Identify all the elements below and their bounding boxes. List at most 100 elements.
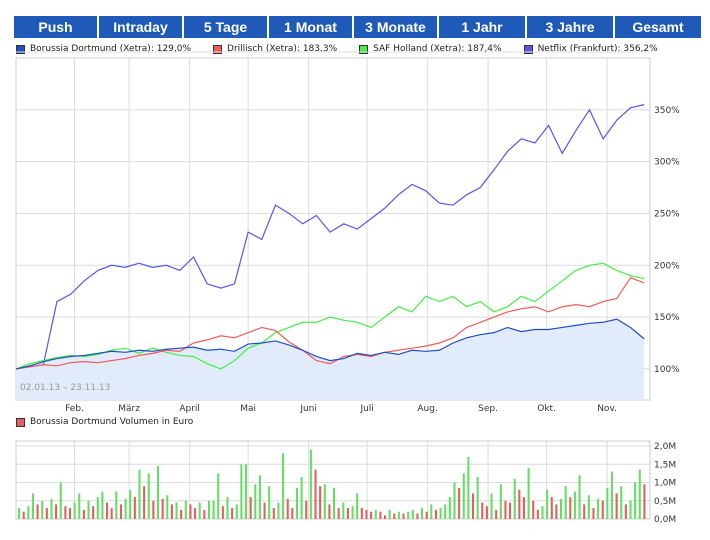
legend-swatch bbox=[523, 44, 533, 54]
volume-bar bbox=[254, 484, 257, 519]
volume-bar bbox=[240, 464, 243, 519]
volume-bar bbox=[156, 466, 160, 519]
volume-bar bbox=[101, 491, 104, 519]
volume-bar bbox=[300, 477, 303, 519]
volume-bar bbox=[263, 502, 266, 519]
series-line bbox=[15, 276, 645, 370]
area-borussia bbox=[16, 319, 645, 400]
volume-bar bbox=[226, 497, 229, 519]
y-tick-label: 350% bbox=[654, 106, 680, 116]
volume-bar bbox=[527, 467, 530, 519]
volume-bar bbox=[323, 484, 326, 519]
legend-swatch bbox=[213, 44, 223, 54]
x-tick-label: Aug. bbox=[417, 404, 437, 414]
volume-bar bbox=[194, 508, 197, 519]
volume-bar bbox=[152, 500, 155, 519]
volume-bar bbox=[244, 464, 248, 519]
volume-bar bbox=[231, 508, 234, 519]
legend-label: Drillisch (Xetra): 183,3% bbox=[227, 44, 338, 54]
volume-bar bbox=[73, 502, 76, 519]
tab-push[interactable]: Push bbox=[14, 16, 97, 38]
volume-bar bbox=[592, 508, 595, 519]
volume-bar bbox=[439, 508, 442, 519]
volume-bar bbox=[421, 508, 424, 519]
volume-bar bbox=[620, 486, 623, 519]
volume-bar bbox=[444, 504, 447, 519]
volume-bar bbox=[448, 497, 451, 519]
volume-y-tick-label: 0,0M bbox=[654, 515, 676, 525]
volume-bar bbox=[573, 491, 576, 519]
volume-bar bbox=[184, 500, 187, 519]
volume-bar bbox=[434, 509, 437, 519]
volume-bar bbox=[92, 506, 95, 519]
volume-bar bbox=[624, 504, 627, 519]
series-line bbox=[15, 262, 645, 370]
volume-bar bbox=[309, 449, 312, 519]
volume-bar bbox=[319, 486, 322, 519]
y-tick-label: 250% bbox=[654, 209, 680, 219]
volume-bar bbox=[388, 509, 391, 519]
volume-bar bbox=[78, 493, 81, 519]
volume-bar bbox=[212, 500, 215, 519]
volume-bar bbox=[518, 489, 521, 519]
volume-bar bbox=[87, 500, 90, 519]
legend-item[interactable]: Borussia Dortmund (Xetra): 129,0% bbox=[16, 44, 191, 54]
volume-bar bbox=[453, 482, 456, 519]
volume-bar bbox=[115, 491, 118, 519]
volume-bar bbox=[68, 508, 72, 519]
volume-bar bbox=[82, 509, 85, 519]
volume-bar bbox=[458, 487, 461, 519]
series-line bbox=[15, 318, 645, 370]
tab-1-monat[interactable]: 1 Monat bbox=[269, 16, 352, 38]
volume-bar bbox=[22, 511, 25, 519]
volume-bar bbox=[138, 469, 141, 519]
volume-bar bbox=[513, 478, 516, 519]
volume-bar bbox=[282, 453, 285, 519]
volume-bar bbox=[166, 495, 169, 519]
volume-y-tick-label: 0,5M bbox=[654, 497, 676, 507]
volume-bar bbox=[147, 473, 150, 519]
tab-1-jahr[interactable]: 1 Jahr bbox=[439, 16, 525, 38]
range-tabs: Push Intraday 5 Tage 1 Monat 3 Monate 1 Jahr 3… bbox=[14, 16, 701, 38]
legend-item[interactable]: Netflix (Frankfurt): 356,2% bbox=[523, 44, 658, 54]
volume-bar bbox=[45, 508, 48, 519]
tab-3-monate[interactable]: 3 Monate bbox=[354, 16, 437, 38]
tab-gesamt[interactable]: Gesamt bbox=[615, 16, 701, 38]
volume-bar bbox=[555, 504, 558, 519]
volume-bar bbox=[522, 497, 526, 519]
volume-bar bbox=[217, 473, 220, 519]
volume-y-tick-label: 1,5M bbox=[654, 460, 676, 470]
volume-bar bbox=[106, 502, 109, 519]
volume-bar bbox=[207, 500, 211, 519]
legend-item[interactable]: SAF Holland (Xetra): 187,4% bbox=[359, 44, 502, 54]
volume-bar bbox=[597, 498, 600, 519]
volume-bar bbox=[314, 469, 317, 519]
volume-bar bbox=[36, 504, 39, 519]
volume-bar bbox=[467, 456, 470, 519]
x-tick-label: Feb. bbox=[65, 404, 84, 414]
tab-5-tage[interactable]: 5 Tage bbox=[184, 16, 267, 38]
volume-bar bbox=[360, 508, 363, 519]
volume-bar bbox=[305, 500, 308, 519]
tab-3-jahre[interactable]: 3 Jahre bbox=[527, 16, 613, 38]
volume-bar bbox=[416, 513, 419, 519]
volume-bar bbox=[402, 513, 405, 519]
y-tick-label: 100% bbox=[654, 365, 680, 375]
legend-item[interactable]: Drillisch (Xetra): 183,3% bbox=[213, 44, 337, 54]
volume-bar bbox=[198, 502, 201, 519]
volume-bar bbox=[374, 509, 377, 519]
legend-label: SAF Holland (Xetra): 187,4% bbox=[373, 44, 502, 54]
volume-bar bbox=[110, 508, 113, 519]
volume-bar bbox=[170, 504, 173, 519]
volume-bar bbox=[606, 487, 609, 519]
volume-bar bbox=[407, 511, 410, 519]
volume-bar bbox=[59, 482, 62, 519]
volume-bar bbox=[536, 509, 539, 519]
volume-bar bbox=[64, 506, 67, 519]
volume-bar bbox=[328, 504, 331, 519]
volume-bar bbox=[161, 498, 164, 519]
volume-bar bbox=[365, 509, 368, 519]
tab-intraday[interactable]: Intraday bbox=[99, 16, 182, 38]
legend-swatch bbox=[16, 44, 25, 54]
volume-bar bbox=[615, 493, 618, 519]
